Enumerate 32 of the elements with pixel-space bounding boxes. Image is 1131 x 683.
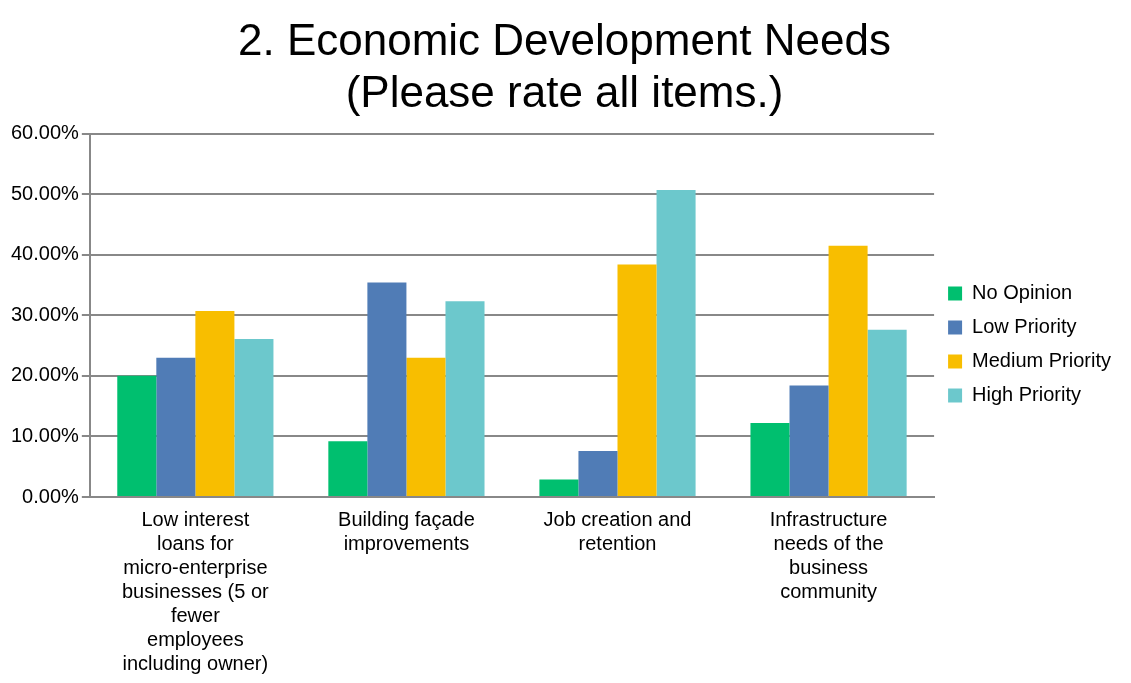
bar: [617, 264, 657, 496]
legend-label: Medium Priority: [972, 349, 1112, 372]
bar: [234, 338, 274, 496]
legend-label: Low Priority: [972, 315, 1077, 338]
y-tick-label: 40.00%: [10, 242, 80, 265]
bar: [578, 450, 618, 496]
bar: [789, 385, 829, 496]
bar: [406, 357, 446, 496]
bar: [539, 479, 579, 496]
y-tick-label: 60.00%: [10, 121, 80, 144]
bar: [156, 357, 196, 496]
bar: [750, 423, 790, 496]
bar: [367, 282, 407, 496]
x-tick-label: Building façade improvements: [338, 507, 475, 554]
legend-label: High Priority: [972, 383, 1082, 406]
bar: [656, 189, 696, 496]
bar: [117, 375, 157, 496]
x-tick-label: Job creation and retention: [543, 507, 692, 554]
y-tick-label: 10.00%: [10, 423, 80, 446]
x-tick-label: Low interest loans for micro-enterprise businesses (5 or fewer employees including owner): [121, 507, 270, 674]
chart-title: 2. Economic Development Needs (Please rate all items.): [238, 14, 891, 117]
y-tick-label: 30.00%: [10, 302, 80, 325]
x-tick-label: Infrastructure needs of the business community: [769, 507, 888, 602]
bar: [867, 329, 907, 496]
bar: [195, 311, 235, 496]
y-tick-label: 50.00%: [10, 181, 80, 204]
legend-label: No Opinion: [972, 281, 1073, 304]
y-tick-label: 0.00%: [22, 484, 80, 507]
bar: [328, 441, 368, 496]
bar: [828, 245, 868, 496]
y-tick-label: 20.00%: [10, 363, 80, 386]
bar: [445, 301, 485, 496]
